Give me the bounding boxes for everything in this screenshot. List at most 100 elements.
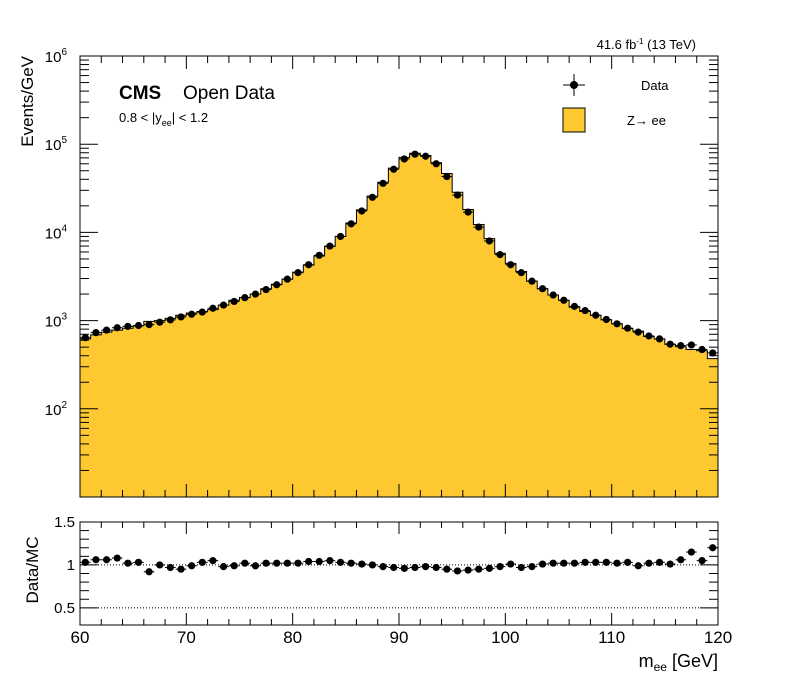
- ratio-point: [421, 563, 430, 571]
- legend-mc-swatch: [562, 107, 586, 133]
- ratio-point: [453, 567, 462, 575]
- data-point: [156, 318, 164, 326]
- ratio-point: [368, 561, 377, 569]
- ratio-point: [538, 560, 547, 568]
- ratio-point: [134, 558, 143, 566]
- ratio-point: [102, 556, 111, 564]
- data-point: [273, 281, 281, 289]
- ratio-point: [432, 563, 440, 572]
- ratio-point: [166, 563, 174, 572]
- ratio-point: [655, 558, 664, 566]
- data-point: [687, 341, 696, 349]
- ratio-point: [315, 557, 323, 566]
- data-point: [655, 335, 664, 343]
- data-point: [124, 322, 132, 330]
- ratio-point: [251, 562, 260, 570]
- cms-label: CMS: [119, 83, 161, 104]
- data-point: [549, 291, 557, 299]
- data-point: [528, 277, 536, 285]
- data-point: [507, 261, 515, 269]
- ratio-point: [464, 566, 472, 574]
- data-point: [230, 297, 238, 306]
- lower-frame: [79, 521, 719, 626]
- lower-y-tick-labels: 0.5 1 1.5: [54, 514, 75, 617]
- ratio-point: [113, 554, 121, 562]
- data-point: [613, 320, 621, 328]
- ratio-point: [177, 565, 185, 573]
- ratio-point: [81, 558, 89, 566]
- data-point: [496, 251, 504, 259]
- ratio-point: [496, 563, 504, 571]
- ratio-point: [570, 559, 579, 567]
- data-point: [166, 316, 174, 324]
- data-point: [177, 313, 185, 321]
- data-point: [251, 290, 260, 298]
- ratio-point: [517, 563, 525, 572]
- ratio-point: [581, 558, 589, 566]
- data-point: [379, 179, 387, 187]
- data-point: [634, 328, 642, 336]
- data-point: [592, 311, 600, 319]
- ratio-point: [634, 562, 642, 570]
- data-point: [517, 269, 525, 277]
- data-point: [570, 302, 579, 310]
- x-tick-label: 100: [491, 628, 519, 647]
- x-tick-label: 70: [177, 628, 196, 647]
- ratio-point: [336, 558, 345, 566]
- data-point: [581, 306, 589, 315]
- mc-histogram: [80, 152, 718, 497]
- data-points: [80, 150, 718, 357]
- data-point: [560, 296, 568, 304]
- data-point: [475, 223, 483, 231]
- y-tick-label: 102: [45, 400, 68, 419]
- data-point: [453, 191, 462, 199]
- legend-data-marker: [570, 81, 578, 89]
- rapidity-cut-label: 0.8 < |yee| < 1.2: [119, 110, 208, 128]
- data-point: [145, 321, 153, 329]
- ratio-point: [549, 559, 557, 567]
- data-point: [645, 332, 653, 340]
- ratio-point: [273, 559, 281, 567]
- ratio-point: [262, 559, 270, 567]
- x-tick-label: 80: [283, 628, 302, 647]
- data-point: [347, 220, 355, 228]
- ratio-point: [602, 558, 610, 566]
- data-point: [443, 172, 451, 181]
- mc-histogram-outline: [80, 152, 718, 360]
- ratio-y-tick-label: 1: [67, 557, 75, 574]
- x-tick-label: 60: [71, 628, 90, 647]
- y-tick-label: 103: [45, 312, 68, 331]
- ratio-point: [379, 563, 387, 571]
- data-point: [241, 294, 249, 302]
- ratio-point: [400, 564, 408, 572]
- ratio-point: [230, 562, 238, 570]
- ratio-point: [209, 557, 217, 565]
- data-point: [326, 242, 334, 250]
- data-point: [666, 340, 674, 348]
- data-point: [709, 349, 717, 357]
- ratio-y-tick-label: 0.5: [54, 600, 75, 617]
- upper-panel: 102 103 104 105 106: [45, 47, 719, 498]
- data-point: [464, 208, 472, 216]
- upper-y-axis-title: Events/GeV: [18, 55, 37, 146]
- luminosity-label: 41.6 fb-1 (13 TeV): [597, 37, 696, 52]
- ratio-point: [390, 563, 398, 572]
- data-point: [134, 321, 143, 330]
- ratio-point: [507, 560, 515, 568]
- data-point: [602, 315, 610, 324]
- ratio-point: [485, 564, 493, 572]
- data-point: [336, 232, 345, 241]
- ratio-point: [560, 559, 568, 567]
- data-point: [102, 326, 111, 334]
- data-point: [432, 160, 440, 168]
- x-tick-label: 110: [598, 628, 625, 647]
- x-tick-label: 90: [390, 628, 409, 647]
- data-point: [81, 334, 89, 342]
- mc-histogram-fill: [80, 153, 718, 497]
- y-tick-label: 104: [45, 223, 68, 242]
- data-point: [421, 152, 430, 160]
- ratio-point: [219, 563, 228, 571]
- ratio-point: [443, 565, 451, 573]
- ratio-point: [294, 559, 302, 567]
- data-point: [698, 345, 706, 354]
